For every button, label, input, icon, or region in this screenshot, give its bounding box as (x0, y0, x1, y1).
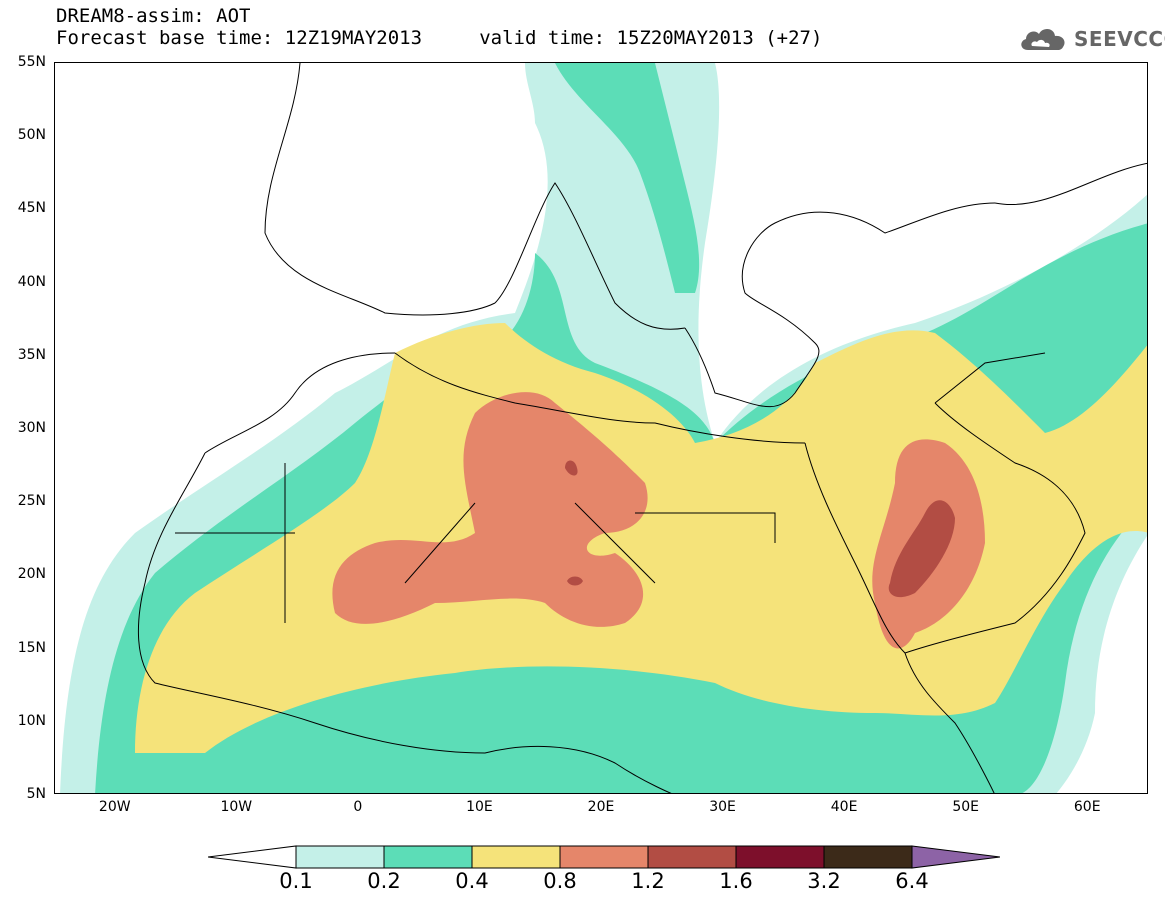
colorbar-segment (559, 845, 649, 869)
chart-title: DREAM8-assim: AOT (56, 5, 251, 27)
lat-tick-label: 45N (17, 200, 46, 217)
lat-tick-label: 30N (17, 420, 46, 436)
lat-tick-label: 5N (26, 786, 46, 802)
lon-tick-label: 60E (1073, 799, 1101, 815)
colorbar-tick-label: 0.4 (455, 869, 489, 893)
map-area[interactable] (54, 62, 1148, 794)
colorbar-segment (383, 845, 473, 869)
colorbar-segment (823, 845, 913, 869)
colorbar-tick-label: 0.8 (543, 869, 577, 893)
lon-tick-label: 20W (98, 799, 131, 815)
colorbar-segment (735, 845, 825, 869)
lon-tick-label: 10W (220, 799, 253, 815)
colorbar-segment (647, 845, 737, 869)
aot-contour-1.2 (565, 460, 955, 598)
colorbar-tick-label: 3.2 (807, 869, 841, 893)
colorbar-tick-label: 1.6 (719, 869, 753, 893)
logo-text: SEEVCCC (1074, 27, 1165, 51)
colorbar-over-triangle (911, 845, 1000, 869)
lon-tick-label: 10E (466, 799, 493, 815)
lat-tick-label: 35N (17, 346, 46, 363)
seevccc-logo: SEEVCCC (1018, 24, 1165, 54)
lat-tick-label: 15N (17, 639, 46, 656)
lat-tick-label: 20N (17, 566, 46, 583)
lat-tick-label: 40N (17, 273, 46, 290)
forecast-time-line: Forecast base time: 12Z19MAY2013 valid t… (56, 27, 823, 49)
lon-tick-label: 30E (709, 799, 736, 815)
lon-tick-label: 40E (830, 799, 858, 815)
lon-tick-label: 0 (353, 799, 363, 815)
lat-tick-label: 25N (17, 493, 46, 510)
lat-tick-label: 55N (17, 54, 46, 70)
coastlines-borders (138, 63, 1147, 793)
colorbar-segment (295, 845, 385, 869)
colorbar-segment (471, 845, 561, 869)
cloud-icon (1021, 28, 1065, 50)
colorbar-tick-label: 0.1 (279, 869, 313, 893)
colorbar-under-triangle (208, 845, 297, 869)
colorbar-tick-label: 6.4 (895, 869, 929, 893)
colorbar-tick-label: 1.2 (631, 869, 665, 893)
lon-tick-label: 20E (587, 799, 615, 815)
colorbar (208, 845, 1000, 869)
colorbar-tick-label: 0.2 (367, 869, 401, 893)
lon-tick-label: 50E (952, 799, 979, 815)
aot-contour-0.8 (332, 392, 986, 649)
lat-tick-label: 10N (17, 712, 46, 729)
aot-map (60, 63, 1147, 793)
lat-tick-label: 50N (17, 127, 46, 144)
